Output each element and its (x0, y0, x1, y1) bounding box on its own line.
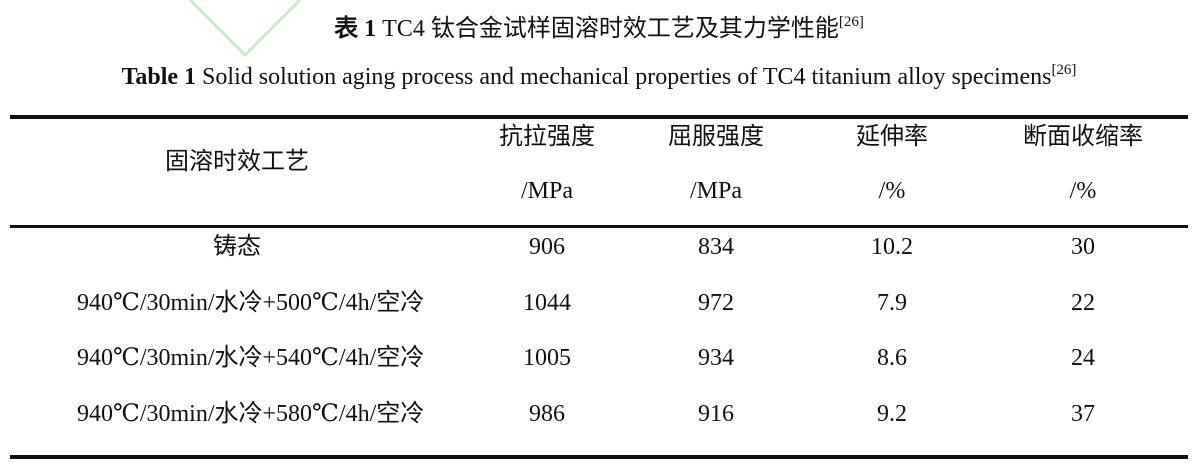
table-cell: 834 (698, 234, 734, 260)
header-rule (10, 225, 1188, 228)
table-cell: 906 (529, 234, 565, 260)
caption-ref: [26] (1051, 62, 1077, 78)
caption-label: 表 1 (334, 16, 377, 42)
table-cell: 934 (698, 345, 734, 371)
header-unit: /% (878, 178, 906, 204)
caption-text: TC4 钛合金试样固溶时效工艺及其力学性能 (382, 16, 839, 42)
caption-en: Table 1 Solid solution aging process and… (0, 62, 1198, 91)
table-cell: 940℃/30min/水冷+580℃/4h/空冷 (77, 401, 425, 427)
table-cell: 1044 (523, 290, 571, 316)
header-cell: 断面收缩率 (1023, 124, 1143, 150)
bottom-rule (10, 455, 1188, 459)
watermark-stroke (188, 0, 302, 58)
table-cell: 8.6 (877, 345, 907, 371)
header-unit: /% (1069, 178, 1097, 204)
caption-text: Solid solution aging process and mechani… (202, 64, 1052, 90)
caption-cn: 表 1 TC4 钛合金试样固溶时效工艺及其力学性能[26] (0, 8, 1198, 43)
header-cell: 抗拉强度 (499, 124, 595, 150)
table-cell: 30 (1071, 234, 1095, 260)
table-cell: 972 (698, 290, 734, 316)
header-unit: /MPa (520, 178, 573, 204)
table-cell: 37 (1071, 401, 1095, 427)
table-cell: 22 (1071, 290, 1095, 316)
table-cell: 7.9 (877, 290, 907, 316)
table-cell: 9.2 (877, 401, 907, 427)
table-cell: 铸态 (213, 234, 261, 260)
table-cell: 986 (529, 401, 565, 427)
table-cell: 10.2 (871, 234, 913, 260)
watermark (188, 0, 302, 58)
table-cell: 1005 (523, 345, 571, 371)
table-cell: 916 (698, 401, 734, 427)
table-cell: 24 (1071, 345, 1095, 371)
caption-label: Table 1 (121, 64, 197, 90)
caption-ref: [26] (838, 14, 864, 30)
top-rule (10, 115, 1188, 119)
header-cell: 屈服强度 (668, 124, 764, 150)
header-cell: 延伸率 (856, 124, 928, 150)
table-cell: 940℃/30min/水冷+540℃/4h/空冷 (77, 345, 425, 371)
table-cell: 940℃/30min/水冷+500℃/4h/空冷 (77, 290, 425, 316)
header-unit: /MPa (689, 178, 742, 204)
header-cell: 固溶时效工艺 (165, 149, 309, 175)
